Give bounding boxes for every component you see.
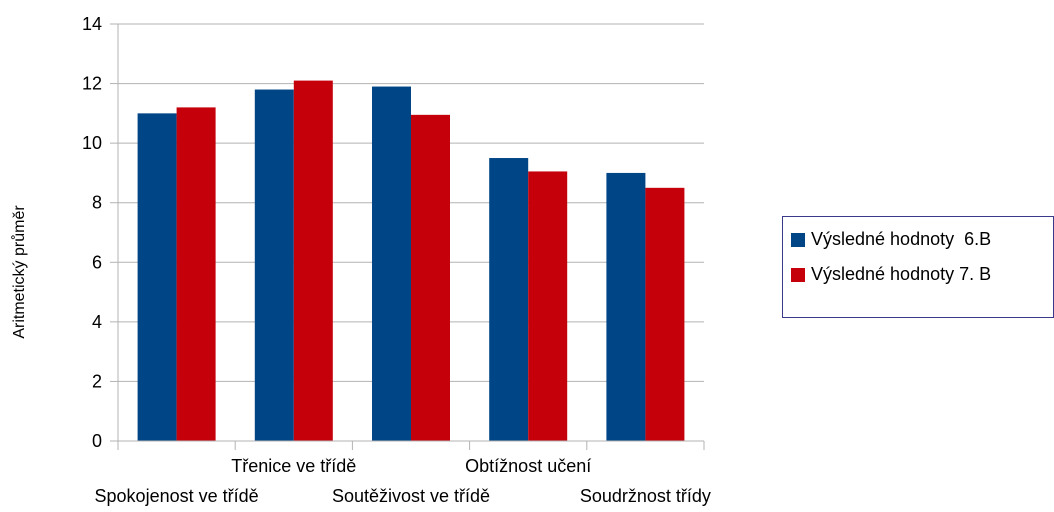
legend-label-series-1: Výsledné hodnoty 6.B [811, 229, 992, 249]
y-tick-label: 14 [82, 14, 102, 34]
y-tick-label: 8 [92, 193, 102, 213]
legend-swatch-series-1 [791, 232, 805, 247]
y-tick-label: 10 [82, 133, 102, 153]
bar-2-4 [528, 171, 568, 442]
axes [110, 23, 705, 450]
bar-2-1 [176, 107, 216, 442]
legend-item-series-2: Výsledné hodnoty 7. B [791, 264, 991, 285]
bar-1-4 [489, 158, 529, 442]
bar-1-2 [254, 89, 294, 442]
legend-swatch-series-2 [791, 267, 805, 282]
bar-2-5 [645, 187, 685, 441]
y-tick-label: 4 [92, 312, 102, 332]
y-tick-labels: 0 2 4 6 8 10 12 14 [82, 14, 102, 451]
y-tick-label: 2 [92, 371, 102, 391]
x-tick-label: Soutěživost ve třídě [332, 486, 490, 506]
y-tick-label: 6 [92, 252, 102, 272]
bar-1-3 [372, 86, 411, 442]
x-tick-label: Třenice ve třídě [231, 456, 356, 476]
bars [137, 80, 685, 442]
x-tick-label: Spokojenost ve třídě [95, 486, 259, 506]
legend-label-series-2: Výsledné hodnoty 7. B [811, 264, 992, 284]
bar-1-1 [137, 113, 177, 441]
x-tick-label: Soudržnost třídy [580, 486, 711, 506]
y-tick-label: 12 [82, 74, 102, 94]
legend: Výsledné hodnoty 6.B Výsledné hodnoty 7.… [782, 216, 1054, 318]
y-tick-label: 0 [92, 431, 102, 451]
bar-2-3 [411, 114, 450, 441]
x-tick-labels: Spokojenost ve třídě Třenice ve třídě Sout… [95, 456, 711, 506]
bar-1-5 [606, 172, 646, 441]
y-axis-label: Aritmetický průměr [10, 205, 28, 339]
x-tick-label: Obtížnost učení [465, 456, 591, 476]
bar-2-2 [293, 80, 333, 441]
legend-item-series-1: Výsledné hodnoty 6.B [791, 229, 991, 250]
